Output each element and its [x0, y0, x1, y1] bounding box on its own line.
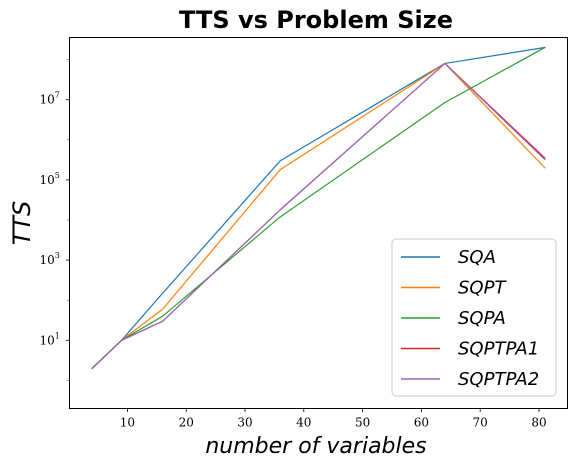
x-axis-label: number of variables [205, 434, 426, 459]
y-tick-label: 101 [40, 331, 60, 347]
x-tick-label: 20 [179, 416, 194, 430]
legend: SQA SQPT SQPA SQPTPA1 SQPTPA2 [391, 238, 557, 397]
chart-title: TTS vs Problem Size [179, 6, 453, 34]
legend-box [391, 238, 557, 397]
legend-label-sqpa: SQPA [458, 308, 506, 329]
x-axis: 10 20 30 40 50 60 70 80 [120, 408, 547, 430]
x-tick-label: 10 [120, 416, 135, 430]
y-tick-label: 103 [40, 251, 60, 267]
plot-lines [91, 46, 546, 370]
y-axis-label: TTS [8, 201, 36, 246]
x-tick-label: 40 [296, 416, 311, 430]
x-tick-label: 60 [414, 416, 429, 430]
y-tick-label: 105 [40, 171, 60, 187]
legend-label-sqa: SQA [458, 247, 496, 268]
legend-label-sqptpa1: SQPTPA1 [458, 339, 539, 360]
y-axis: 101 103 105 107 [40, 59, 70, 381]
x-tick-label: 70 [473, 416, 488, 430]
x-tick-label: 30 [237, 416, 252, 430]
x-tick-label: 50 [355, 416, 370, 430]
y-tick-label: 107 [40, 91, 60, 107]
plot-frame [69, 37, 568, 409]
legend-label-sqpt: SQPT [458, 278, 507, 299]
series-line-sqptpa2 [91, 62, 546, 370]
legend-label-sqptpa2: SQPTPA2 [458, 369, 539, 390]
x-tick-label: 80 [531, 416, 546, 430]
